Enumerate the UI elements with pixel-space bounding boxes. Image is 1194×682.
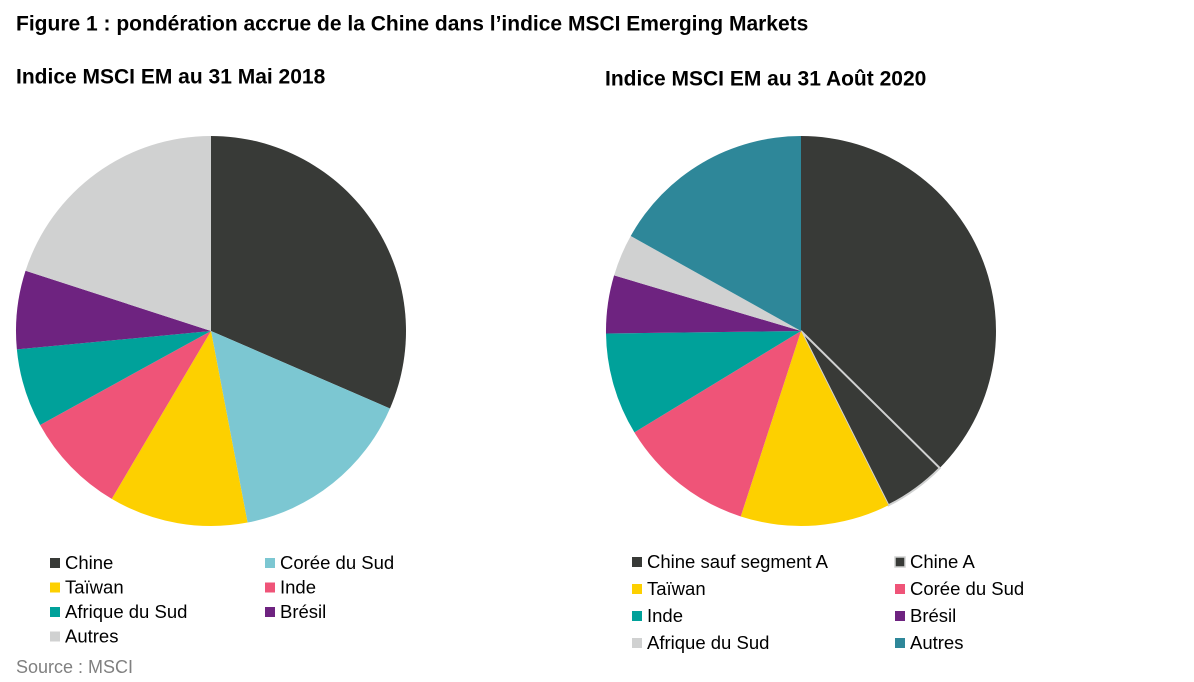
legend-label: Inde [647, 605, 683, 626]
pie-slice [40, 331, 212, 499]
pie-slice [25, 136, 212, 331]
legend-label: Corée du Sud [280, 552, 394, 573]
pie-slice [740, 331, 889, 526]
legend-swatch [50, 631, 60, 642]
legend-swatch [265, 582, 275, 593]
pie-slice [614, 235, 801, 331]
legend-swatch [632, 584, 642, 594]
pie-slice [16, 270, 212, 350]
legend-swatch [265, 607, 275, 617]
legend-label: Corée du Sud [910, 578, 1024, 599]
legend-swatch [50, 582, 60, 593]
legend-label: Chine sauf segment A [647, 551, 829, 572]
pie-slice [606, 275, 801, 334]
chart-title: Indice MSCI EM au 31 Mai 2018 [16, 66, 326, 89]
legend-swatch [894, 556, 906, 568]
pie-slice [801, 136, 996, 469]
pie-slice [111, 331, 248, 526]
chart-title: Indice MSCI EM au 31 Août 2020 [605, 68, 926, 91]
legend-swatch [265, 558, 275, 568]
legend-label: Brésil [910, 605, 956, 626]
pie-slice [16, 331, 211, 425]
legend-label: Afrique du Sud [65, 601, 187, 622]
source: Source : MSCI [16, 657, 133, 677]
legend-swatch [895, 584, 905, 594]
legend-label: Inde [280, 576, 316, 597]
pie-slice [211, 331, 390, 523]
legend-label: Brésil [280, 601, 326, 622]
legend-label: Autres [65, 625, 118, 646]
pie-slice [634, 331, 801, 517]
legend-swatch [50, 558, 60, 568]
pie-slice [630, 136, 801, 331]
legend-swatch [895, 611, 905, 621]
legend-swatch [632, 638, 642, 648]
legend-swatch [50, 607, 60, 617]
legend-label: Chine A [910, 551, 975, 572]
legend-swatch [632, 611, 642, 621]
legend-swatch [632, 557, 642, 567]
pie-slice [211, 136, 407, 409]
legend-label: Taïwan [65, 576, 124, 597]
legend-label: Chine [65, 552, 113, 573]
pie-slice [606, 331, 801, 433]
legend-swatch [895, 638, 905, 648]
figure-title: Figure 1 : pondération accrue de la Chin… [16, 13, 808, 36]
pie-slice [800, 330, 942, 507]
legend-label: Afrique du Sud [647, 632, 769, 653]
legend-label: Taïwan [647, 578, 706, 599]
legend-label: Autres [910, 632, 963, 653]
